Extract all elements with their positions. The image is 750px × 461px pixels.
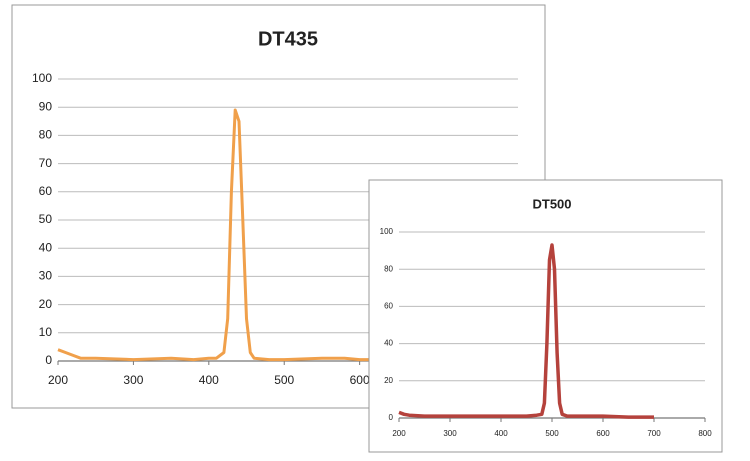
y-tick-label: 50 bbox=[39, 212, 53, 226]
x-tick-label: 200 bbox=[392, 429, 406, 438]
data-line bbox=[398, 243, 654, 419]
y-tick-label: 90 bbox=[39, 99, 53, 113]
y-tick-label: 60 bbox=[39, 184, 53, 198]
x-tick-label: 800 bbox=[698, 429, 712, 438]
y-tick-label: 100 bbox=[32, 71, 52, 85]
x-tick-label: 400 bbox=[199, 373, 219, 387]
chart-frame bbox=[368, 179, 723, 453]
y-tick-label: 10 bbox=[39, 325, 53, 339]
y-tick-label: 60 bbox=[384, 302, 393, 311]
y-tick-label: 100 bbox=[380, 227, 394, 236]
x-tick-label: 600 bbox=[596, 429, 610, 438]
x-tick-label: 300 bbox=[123, 373, 143, 387]
chart-title: DT500 bbox=[532, 196, 571, 211]
y-tick-label: 70 bbox=[39, 156, 53, 170]
data-line bbox=[57, 108, 511, 362]
y-tick-label: 40 bbox=[384, 339, 393, 348]
x-tick-label: 200 bbox=[48, 373, 68, 387]
x-tick-label: 600 bbox=[350, 373, 370, 387]
x-tick-label: 500 bbox=[545, 429, 559, 438]
y-tick-label: 0 bbox=[389, 413, 394, 422]
y-tick-label: 80 bbox=[384, 264, 393, 273]
x-tick-label: 400 bbox=[494, 429, 508, 438]
y-tick-label: 20 bbox=[39, 297, 53, 311]
x-tick-label: 700 bbox=[647, 429, 661, 438]
x-tick-label: 300 bbox=[443, 429, 457, 438]
y-tick-label: 40 bbox=[39, 240, 53, 254]
y-tick-label: 80 bbox=[39, 128, 53, 142]
x-tick-label: 500 bbox=[274, 373, 294, 387]
y-tick-label: 0 bbox=[45, 353, 52, 367]
y-tick-label: 20 bbox=[384, 376, 393, 385]
chart-title: DT435 bbox=[258, 28, 318, 50]
y-tick-label: 30 bbox=[39, 269, 53, 283]
